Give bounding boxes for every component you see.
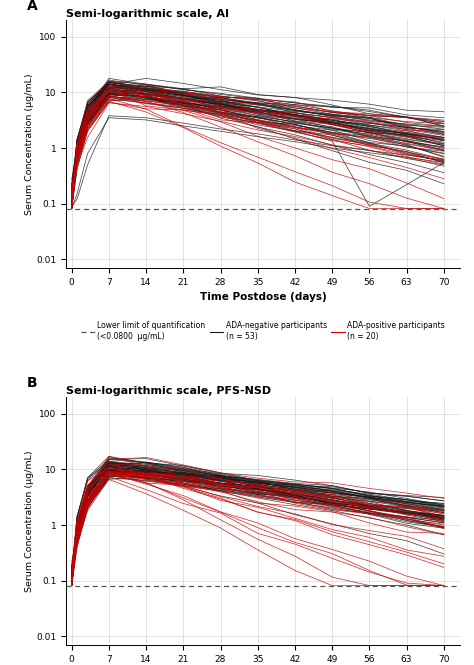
Y-axis label: Serum Concentration (μg/mL): Serum Concentration (μg/mL) [25, 450, 34, 592]
X-axis label: Time Postdose (days): Time Postdose (days) [200, 293, 327, 303]
Text: Semi-logarithmic scale, AI: Semi-logarithmic scale, AI [66, 9, 229, 19]
Text: Semi-logarithmic scale, PFS-NSD: Semi-logarithmic scale, PFS-NSD [66, 386, 272, 396]
Legend: Lower limit of quantification
(<0.0800  μg/mL), ADA-negative participants
(n = 5: Lower limit of quantification (<0.0800 μ… [81, 321, 445, 341]
Y-axis label: Serum Concentration (μg/mL): Serum Concentration (μg/mL) [25, 73, 34, 215]
Text: B: B [27, 376, 37, 390]
Text: A: A [27, 0, 38, 13]
